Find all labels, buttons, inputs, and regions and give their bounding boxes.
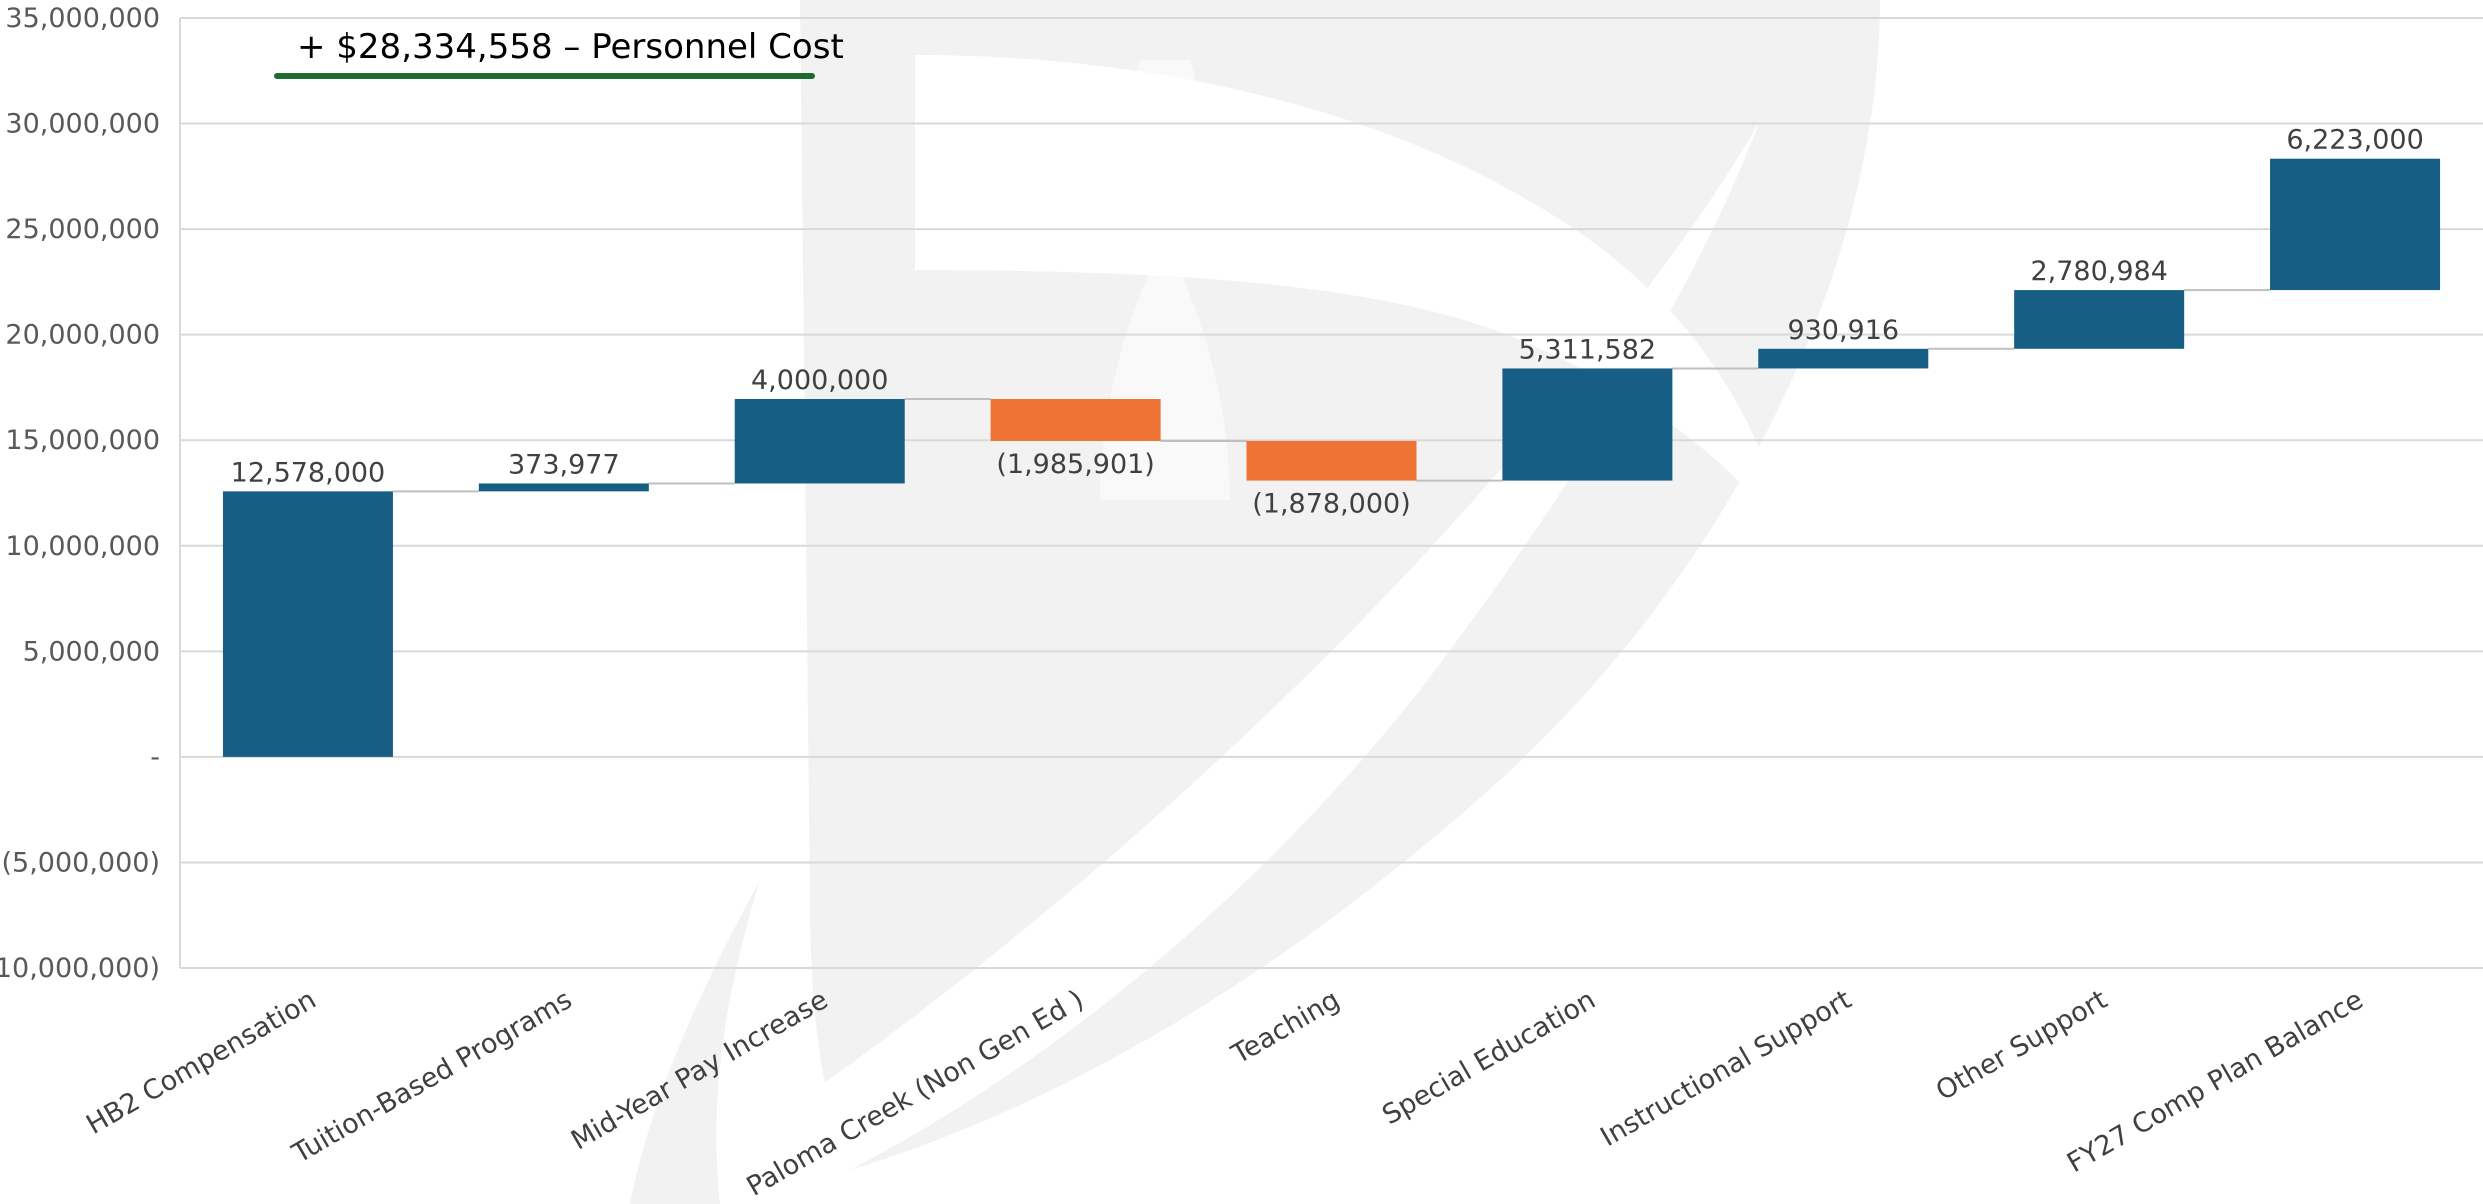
data-label: 6,223,000 bbox=[2286, 125, 2423, 156]
y-tick-label: 10,000,000 bbox=[5, 531, 160, 562]
bar bbox=[734, 399, 905, 484]
x-category-label: Tuition-Based Programs bbox=[286, 984, 577, 1170]
x-category-label: Teaching bbox=[1226, 984, 1345, 1071]
y-tick-label: 15,000,000 bbox=[5, 425, 160, 456]
bar bbox=[990, 399, 1161, 441]
data-label: 4,000,000 bbox=[751, 365, 888, 396]
personnel-cost-annotation: + $28,334,558 – Personnel Cost bbox=[297, 27, 844, 67]
data-label: 5,311,582 bbox=[1519, 334, 1656, 365]
data-labels: 12,578,000 373,977 4,000,000 (1,985,901) (1,… bbox=[231, 125, 2424, 520]
bar bbox=[2014, 290, 2185, 349]
x-category-label: Special Education bbox=[1377, 984, 1601, 1131]
y-tick-label: 25,000,000 bbox=[5, 214, 160, 245]
watermark-logo bbox=[630, 0, 1880, 1204]
y-tick-label: (5,000,000) bbox=[2, 847, 160, 878]
data-label: 930,916 bbox=[1787, 315, 1899, 346]
x-category-label: Instructional Support bbox=[1595, 984, 1856, 1153]
y-tick-label: 30,000,000 bbox=[5, 109, 160, 140]
y-tick-label: 20,000,000 bbox=[5, 320, 160, 351]
data-label: (1,878,000) bbox=[1252, 489, 1410, 520]
bar bbox=[222, 491, 393, 757]
y-axis: 35,000,000 30,000,000 25,000,000 20,000,000… bbox=[0, 3, 181, 984]
data-label: 373,977 bbox=[508, 449, 620, 480]
connector-lines bbox=[392, 289, 2271, 493]
bar bbox=[478, 483, 649, 492]
y-tick-label: (10,000,000) bbox=[0, 953, 160, 984]
data-label: 2,780,984 bbox=[2030, 256, 2167, 287]
bar bbox=[1758, 348, 1929, 369]
data-label: (1,985,901) bbox=[996, 449, 1154, 480]
x-category-label: Other Support bbox=[1931, 984, 2113, 1107]
y-tick-label: 35,000,000 bbox=[5, 3, 160, 34]
bar bbox=[1502, 368, 1673, 481]
data-label: 12,578,000 bbox=[231, 457, 386, 488]
bar bbox=[1246, 440, 1417, 481]
y-tick-label: - bbox=[150, 742, 160, 773]
bar bbox=[2270, 158, 2441, 291]
gridlines bbox=[180, 17, 2483, 969]
y-tick-label: 5,000,000 bbox=[23, 636, 160, 667]
bars bbox=[222, 158, 2441, 757]
x-category-label: HB2 Compensation bbox=[81, 984, 321, 1141]
